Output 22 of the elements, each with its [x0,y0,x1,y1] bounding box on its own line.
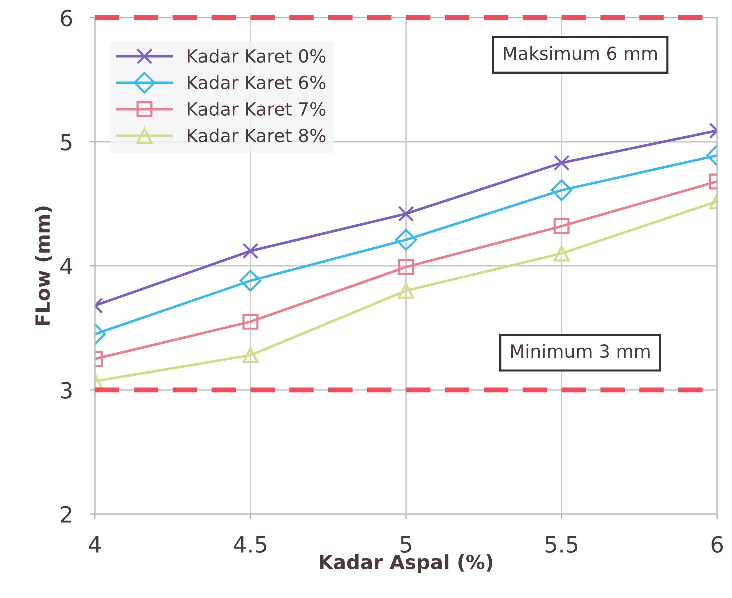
point [398,206,414,222]
point [395,229,418,251]
y-axis-title: FLow (mm) [35,206,52,326]
y-tick-label: 3 [61,382,72,399]
ref-line-label: Maksimum 6 mm [504,46,658,60]
ref-line-label: Minimum 3 mm [511,344,650,358]
point [398,282,414,299]
y-tick-label: 2 [61,506,72,523]
x-tick-label: 4.5 [234,536,266,554]
x-axis-title: Kadar Aspal (%) [320,554,493,574]
x-tick-label: 5 [400,536,412,554]
x-tick-label: 6 [712,536,724,554]
legend-label: Kadar Karet 6% [188,76,326,90]
legend-label: Kadar Karet 7% [188,102,326,116]
legend-label: Kadar Karet 0% [188,49,326,64]
y-tick-label: 4 [60,258,72,275]
x-tick-label: 4 [89,536,101,553]
y-tick-label: 6 [61,10,72,27]
legend-label: Kadar Karet 8% [188,128,326,143]
point [398,259,414,276]
y-tick-label: 5 [61,134,72,151]
x-tick-label: 5.5 [546,536,578,554]
